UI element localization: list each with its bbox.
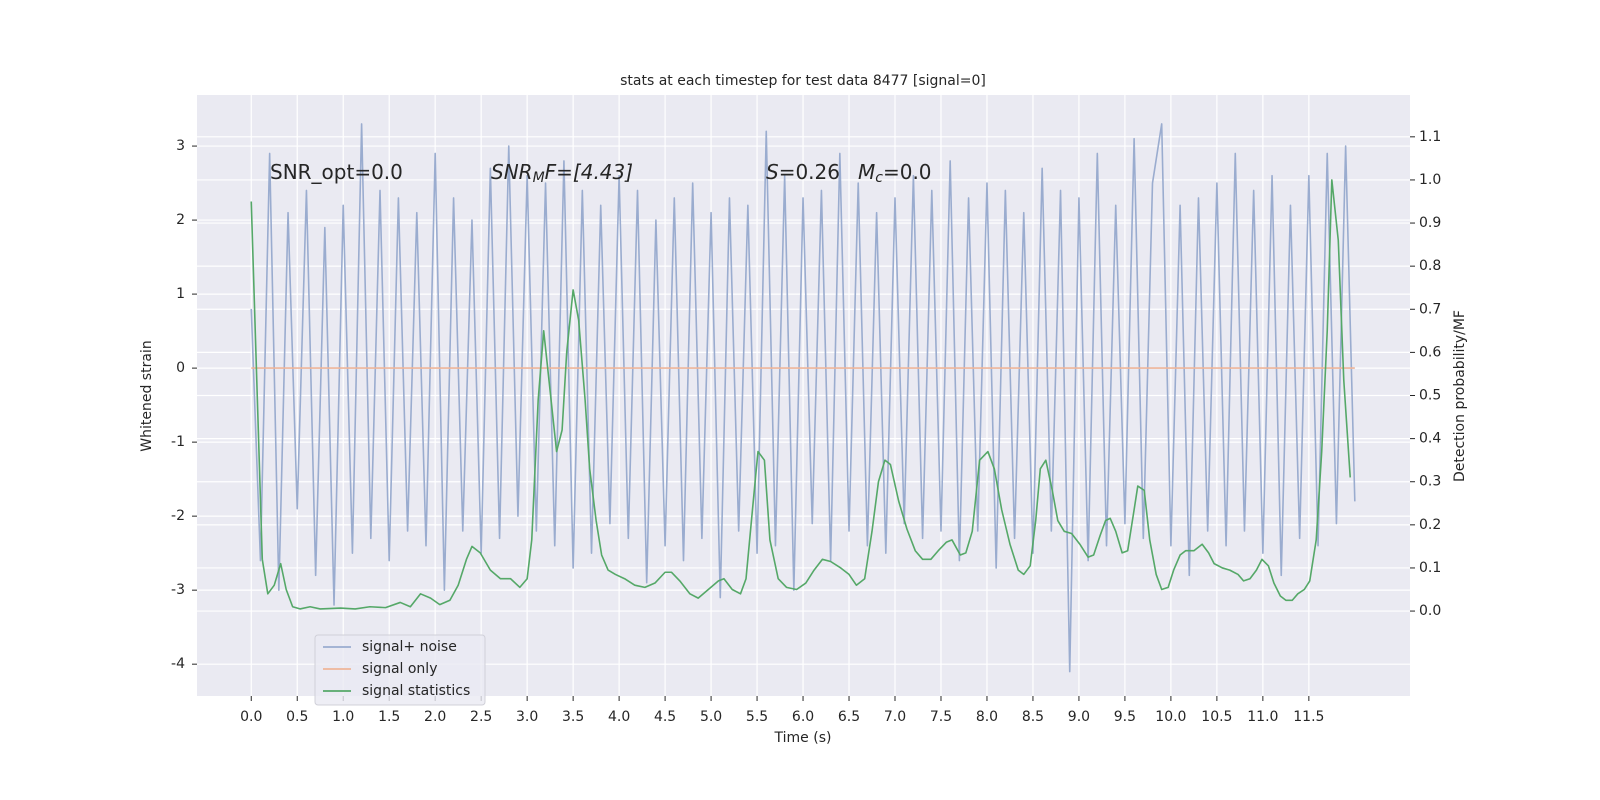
- x-tick-label: 2.0: [424, 709, 446, 725]
- y-tick-label: 1: [176, 286, 185, 302]
- y2-tick-label: 0.4: [1419, 431, 1441, 447]
- annotation-subscript: M: [533, 170, 545, 186]
- annotation-subscript: c: [875, 170, 883, 186]
- y-axis-label: Whitened strain: [139, 340, 155, 451]
- x-tick-label: 0.0: [240, 709, 262, 725]
- marks: [250, 123, 1356, 673]
- x-tick-label: 6.0: [792, 709, 814, 725]
- legend-label: signal statistics: [362, 683, 470, 699]
- y2-tick-label: 0.9: [1419, 215, 1441, 231]
- annotation: SNRMF=[4.43]: [491, 160, 633, 187]
- annotation-text: SNR: [491, 160, 533, 184]
- x-tick-label: 9.5: [1114, 709, 1136, 725]
- annotation: SNR_opt=0.0: [270, 160, 403, 184]
- x-tick-label: 10.0: [1155, 709, 1186, 725]
- y-tick-label: -2: [171, 508, 185, 524]
- x-tick-label: 6.5: [838, 709, 860, 725]
- x-tick-label: 11.5: [1293, 709, 1324, 725]
- y2-tick-label: 0.2: [1419, 517, 1441, 533]
- x-tick-label: 8.5: [1022, 709, 1044, 725]
- x-tick-label: 4.0: [608, 709, 630, 725]
- x-tick-label: 5.5: [746, 709, 768, 725]
- annotation-text: F=[4.43]: [545, 160, 633, 184]
- y2-tick-label: 1.0: [1419, 172, 1441, 188]
- chart-title: stats at each timestep for test data 847…: [620, 73, 986, 89]
- x-tick-label: 3.0: [516, 709, 538, 725]
- y2-axis-label: Detection probability/MF: [1452, 310, 1468, 482]
- x-tick-label: 4.5: [654, 709, 676, 725]
- series-line: [250, 123, 1356, 673]
- x-tick-label: 7.5: [930, 709, 952, 725]
- annotation-text: =0.26: [779, 160, 840, 184]
- legend-label: signal only: [362, 661, 437, 677]
- x-tick-label: 7.0: [884, 709, 906, 725]
- annotation-text: M: [858, 160, 875, 184]
- x-tick-label: 9.0: [1068, 709, 1090, 725]
- annotation-text: S: [766, 160, 779, 184]
- legend-label: signal+ noise: [362, 639, 457, 655]
- x-tick-label: 0.5: [286, 709, 308, 725]
- y2-tick-label: 0.0: [1419, 603, 1441, 619]
- series-line: [250, 179, 1352, 610]
- annotation: Mc=0.0: [858, 160, 932, 187]
- x-tick-label: 10.5: [1201, 709, 1232, 725]
- y2-tick-label: 0.5: [1419, 388, 1441, 404]
- y2-tick-label: 0.7: [1419, 301, 1441, 317]
- x-tick-label: 5.0: [700, 709, 722, 725]
- y-tick-label: -1: [171, 434, 185, 450]
- y2-tick-label: 1.1: [1419, 129, 1441, 145]
- x-tick-label: 1.5: [378, 709, 400, 725]
- x-tick-label: 11.0: [1247, 709, 1278, 725]
- y-tick-label: 2: [176, 212, 185, 228]
- x-tick-label: 3.5: [562, 709, 584, 725]
- x-tick-label: 1.0: [332, 709, 354, 725]
- y2-tick-label: 0.1: [1419, 560, 1441, 576]
- legend-box: [314, 634, 486, 706]
- y-tick-label: 3: [176, 138, 185, 154]
- y-tick-label: -4: [171, 656, 185, 672]
- x-tick-label: 8.0: [976, 709, 998, 725]
- annotation: S=0.26: [766, 160, 840, 184]
- y2-tick-label: 0.6: [1419, 344, 1441, 360]
- x-axis-label: Time (s): [774, 730, 832, 746]
- legend: signal+ noise signal only signal statistic…: [314, 634, 486, 706]
- y-tick-label: -3: [171, 582, 185, 598]
- y2-tick-label: 0.8: [1419, 258, 1441, 274]
- ticks: 0.0 0.5 1.0 1.5 2.0 2.5 3.0 3.5 4.0 4.5 5.0 5.5 6.0 6…: [171, 129, 1441, 725]
- y-tick-label: 0: [176, 360, 185, 376]
- x-tick-label: 2.5: [470, 709, 492, 725]
- annotation-text: =0.0: [883, 160, 932, 184]
- annotation-text: SNR_opt=0.0: [270, 160, 403, 184]
- y2-tick-label: 0.3: [1419, 474, 1441, 490]
